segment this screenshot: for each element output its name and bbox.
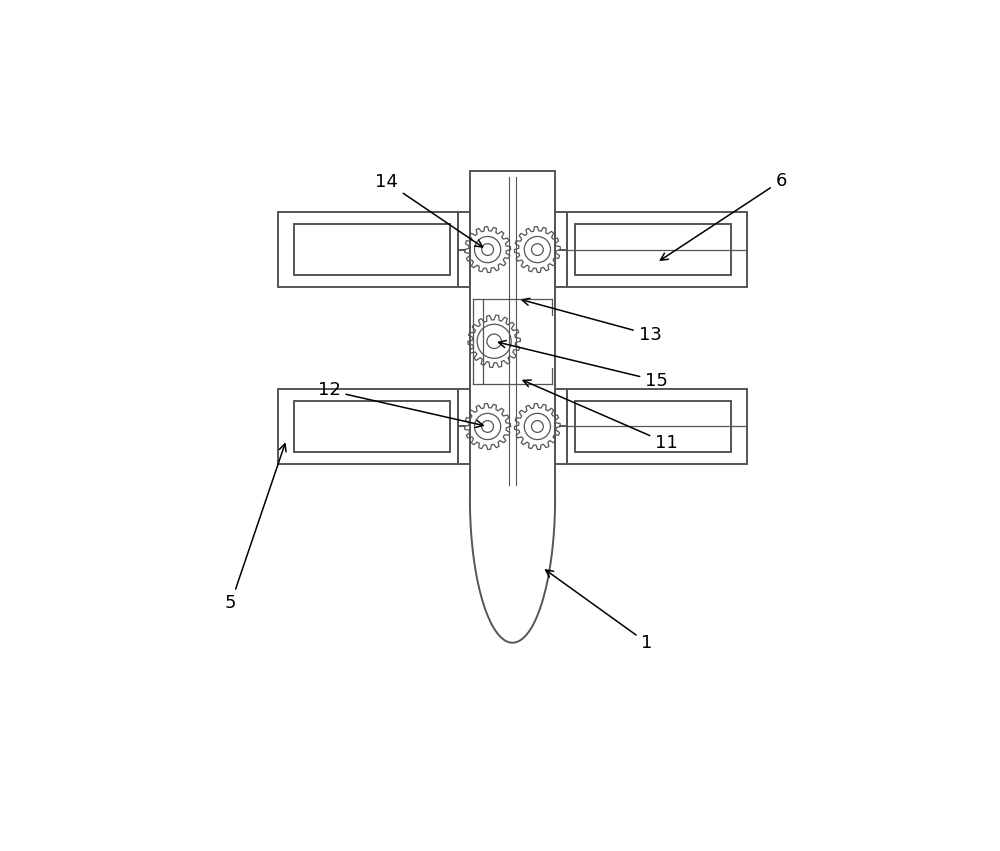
Bar xyxy=(575,401,731,453)
Bar xyxy=(458,389,470,464)
Bar xyxy=(458,212,470,288)
Text: 15: 15 xyxy=(499,340,668,390)
Bar xyxy=(278,212,458,288)
Text: 14: 14 xyxy=(375,173,483,247)
Bar xyxy=(555,389,567,464)
Bar xyxy=(294,224,450,276)
Text: 1: 1 xyxy=(546,570,653,652)
Bar xyxy=(278,389,458,464)
Text: 13: 13 xyxy=(522,299,662,344)
Bar xyxy=(567,389,747,464)
Text: 12: 12 xyxy=(318,381,483,427)
Text: 5: 5 xyxy=(225,444,286,613)
Bar xyxy=(555,212,567,288)
Bar xyxy=(567,212,747,288)
Text: 11: 11 xyxy=(523,380,678,452)
Text: 6: 6 xyxy=(660,172,787,260)
Bar xyxy=(294,401,450,453)
Bar xyxy=(575,224,731,276)
